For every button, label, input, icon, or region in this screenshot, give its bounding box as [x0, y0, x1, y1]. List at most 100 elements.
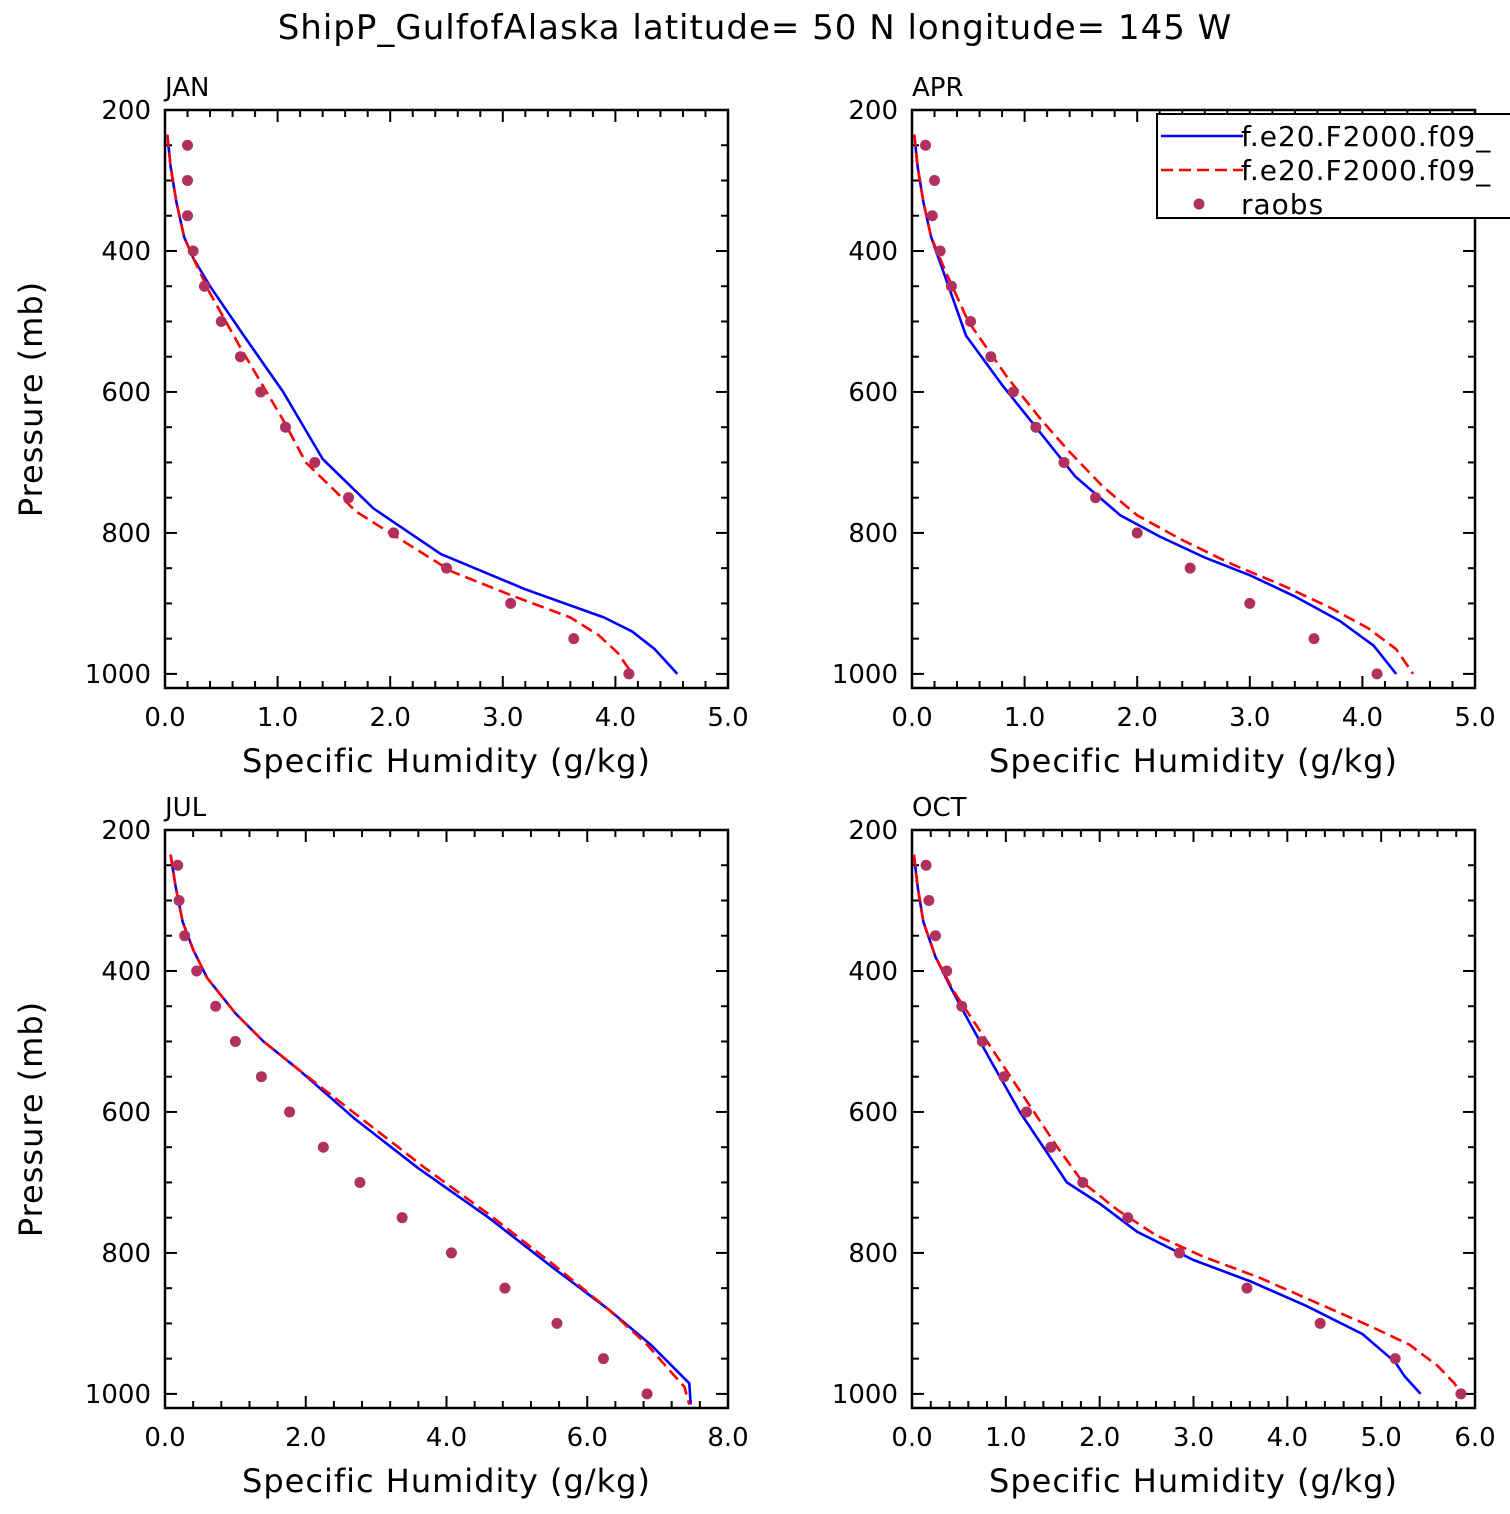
raobs-point	[920, 859, 932, 871]
raobs-point	[255, 1071, 267, 1083]
x-tick-label: 4.0	[1342, 703, 1383, 733]
y-tick-label: 400	[101, 237, 151, 267]
raobs-point	[1030, 421, 1042, 433]
x-tick-label: 3.0	[482, 703, 523, 733]
raobs-point	[1058, 456, 1070, 468]
y-tick-label: 800	[101, 1239, 151, 1269]
panel-jul: JUL 0.0 2.0 4.0 6.0 8.0 200 400 600 800 1000 Specif…	[12, 793, 749, 1500]
y-axis-label: Pressure (mb)	[12, 1001, 50, 1237]
plot-frame	[910, 108, 1477, 690]
raobs-point	[623, 668, 635, 680]
model-series-dashed-line	[169, 854, 691, 1405]
raobs-point	[191, 965, 203, 977]
model-series-solid-line	[169, 854, 692, 1405]
y-tick-label: 1000	[85, 1380, 151, 1410]
raobs-point	[499, 1282, 511, 1294]
raobs-point	[1131, 527, 1143, 539]
x-tick-label: 2.0	[1117, 703, 1158, 733]
legend-box	[1156, 113, 1510, 219]
model-series-dashed-line	[912, 854, 1463, 1395]
raobs-point	[1308, 633, 1320, 645]
x-tick-label: 1.0	[985, 1423, 1026, 1453]
raobs-point	[941, 965, 953, 977]
y-tick-label: 200	[848, 816, 898, 846]
y-axis-label: Pressure (mb)	[12, 281, 50, 517]
raobs-point	[505, 597, 517, 609]
raobs-point	[934, 245, 946, 257]
raobs-point	[172, 859, 184, 871]
raobs-point	[923, 894, 935, 906]
raobs-point	[1244, 597, 1256, 609]
y-tick-label: 600	[848, 1098, 898, 1128]
legend-label: raobs	[1241, 188, 1324, 221]
legend-label: f.e20.F2000.f09_	[1241, 120, 1491, 153]
x-tick-label: 3.0	[1229, 703, 1270, 733]
raobs-point	[1314, 1317, 1326, 1329]
x-tick-label: 4.0	[595, 703, 636, 733]
raobs-point	[179, 930, 191, 942]
raobs-point	[976, 1035, 988, 1047]
raobs-point	[1077, 1176, 1089, 1188]
series-group	[912, 854, 1467, 1400]
y-tick-label: 800	[101, 519, 151, 549]
raobs-point	[388, 527, 400, 539]
raobs-point	[956, 1000, 968, 1012]
raobs-point	[309, 456, 321, 468]
raobs-point	[998, 1071, 1010, 1083]
model-series-solid-line	[166, 134, 679, 675]
x-tick-label: 6.0	[567, 1423, 608, 1453]
raobs-point	[279, 421, 291, 433]
plot-frame	[163, 108, 730, 690]
raobs-point	[1389, 1353, 1401, 1365]
x-tick-label: 4.0	[1267, 1423, 1308, 1453]
series-group	[913, 134, 1415, 680]
y-tick-label: 1000	[85, 660, 151, 690]
raobs-point	[929, 174, 941, 186]
y-tick-label: 1000	[832, 1380, 898, 1410]
x-tick-label: 2.0	[285, 1423, 326, 1453]
x-axis-label: Specific Humidity (g/kg)	[989, 742, 1398, 780]
plot-frame	[163, 828, 730, 1410]
panel-jan: JAN 0.0 1.0 2.0 3.0 4.0 5.0 200 400 600 800 1000 Spe…	[12, 73, 749, 780]
y-tick-label: 200	[101, 816, 151, 846]
plot-frame	[910, 828, 1477, 1410]
series-group	[166, 134, 679, 680]
raobs-point	[284, 1106, 296, 1118]
x-tick-label: 5.0	[1360, 1423, 1401, 1453]
raobs-point	[597, 1353, 609, 1365]
x-tick-label: 6.0	[1454, 1423, 1495, 1453]
raobs-point	[182, 139, 194, 151]
x-axis-label: Specific Humidity (g/kg)	[989, 1462, 1398, 1500]
x-tick-label: 1.0	[1004, 703, 1045, 733]
x-axis-label: Specific Humidity (g/kg)	[242, 742, 651, 780]
raobs-point	[551, 1317, 563, 1329]
panel-label: APR	[912, 73, 964, 103]
x-tick-label: 1.0	[257, 703, 298, 733]
x-tick-label: 3.0	[1173, 1423, 1214, 1453]
x-axis-label: Specific Humidity (g/kg)	[242, 1462, 651, 1500]
raobs-point	[215, 315, 227, 327]
legend-marker	[1193, 198, 1205, 210]
y-tick-label: 800	[848, 1239, 898, 1269]
x-tick-label: 0.0	[891, 703, 932, 733]
y-tick-label: 200	[848, 96, 898, 126]
series-group	[169, 854, 692, 1405]
x-tick-label: 5.0	[1454, 703, 1495, 733]
y-tick-label: 1000	[832, 660, 898, 690]
figure-title: ShipP_GulfofAlaska latitude= 50 N longit…	[277, 8, 1233, 48]
raobs-point	[173, 894, 185, 906]
raobs-point	[317, 1141, 329, 1153]
raobs-point	[1122, 1212, 1134, 1224]
raobs-point	[1184, 562, 1196, 574]
raobs-point	[1455, 1388, 1467, 1400]
raobs-point	[343, 492, 355, 504]
y-tick-label: 400	[101, 957, 151, 987]
raobs-point	[198, 280, 210, 292]
y-tick-label: 600	[848, 378, 898, 408]
y-tick-label: 400	[848, 957, 898, 987]
raobs-point	[234, 351, 246, 363]
x-tick-label: 4.0	[426, 1423, 467, 1453]
model-series-dashed-line	[166, 134, 634, 675]
model-series-solid-line	[912, 854, 1422, 1395]
raobs-point	[926, 210, 938, 222]
